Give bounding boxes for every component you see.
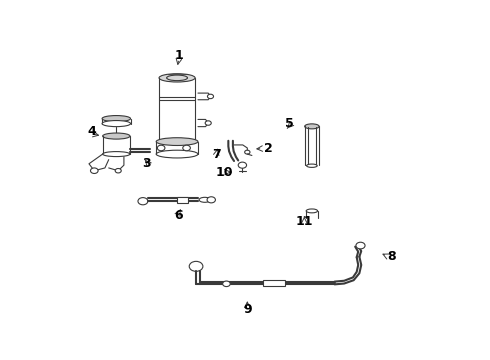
Bar	[177, 197, 189, 203]
Text: 9: 9	[243, 303, 252, 316]
Ellipse shape	[102, 121, 130, 127]
Ellipse shape	[306, 209, 318, 213]
Circle shape	[205, 121, 211, 125]
Circle shape	[183, 145, 190, 151]
Text: 2: 2	[264, 142, 272, 155]
Circle shape	[356, 242, 365, 249]
Text: 4: 4	[87, 125, 96, 138]
Text: 8: 8	[387, 250, 396, 263]
Text: 7: 7	[213, 148, 221, 161]
Ellipse shape	[305, 124, 319, 129]
Ellipse shape	[199, 197, 211, 202]
Ellipse shape	[156, 138, 198, 145]
Ellipse shape	[159, 74, 195, 82]
Circle shape	[207, 197, 216, 203]
Text: 10: 10	[216, 166, 233, 179]
Ellipse shape	[167, 75, 188, 81]
Text: 1: 1	[174, 49, 183, 62]
Text: 6: 6	[174, 208, 183, 221]
Circle shape	[91, 168, 98, 174]
Circle shape	[222, 281, 230, 287]
Text: 11: 11	[295, 216, 313, 229]
Ellipse shape	[102, 133, 130, 139]
Text: 5: 5	[285, 117, 294, 130]
Ellipse shape	[159, 139, 195, 144]
Ellipse shape	[307, 164, 317, 167]
Ellipse shape	[102, 116, 130, 122]
Bar	[263, 280, 285, 286]
Circle shape	[157, 145, 165, 151]
Circle shape	[115, 168, 121, 173]
Circle shape	[238, 162, 246, 168]
Circle shape	[189, 261, 203, 271]
Ellipse shape	[156, 150, 198, 158]
Circle shape	[207, 94, 214, 99]
Text: 3: 3	[143, 157, 151, 170]
Circle shape	[138, 198, 148, 205]
Ellipse shape	[102, 152, 130, 157]
Circle shape	[245, 150, 250, 154]
